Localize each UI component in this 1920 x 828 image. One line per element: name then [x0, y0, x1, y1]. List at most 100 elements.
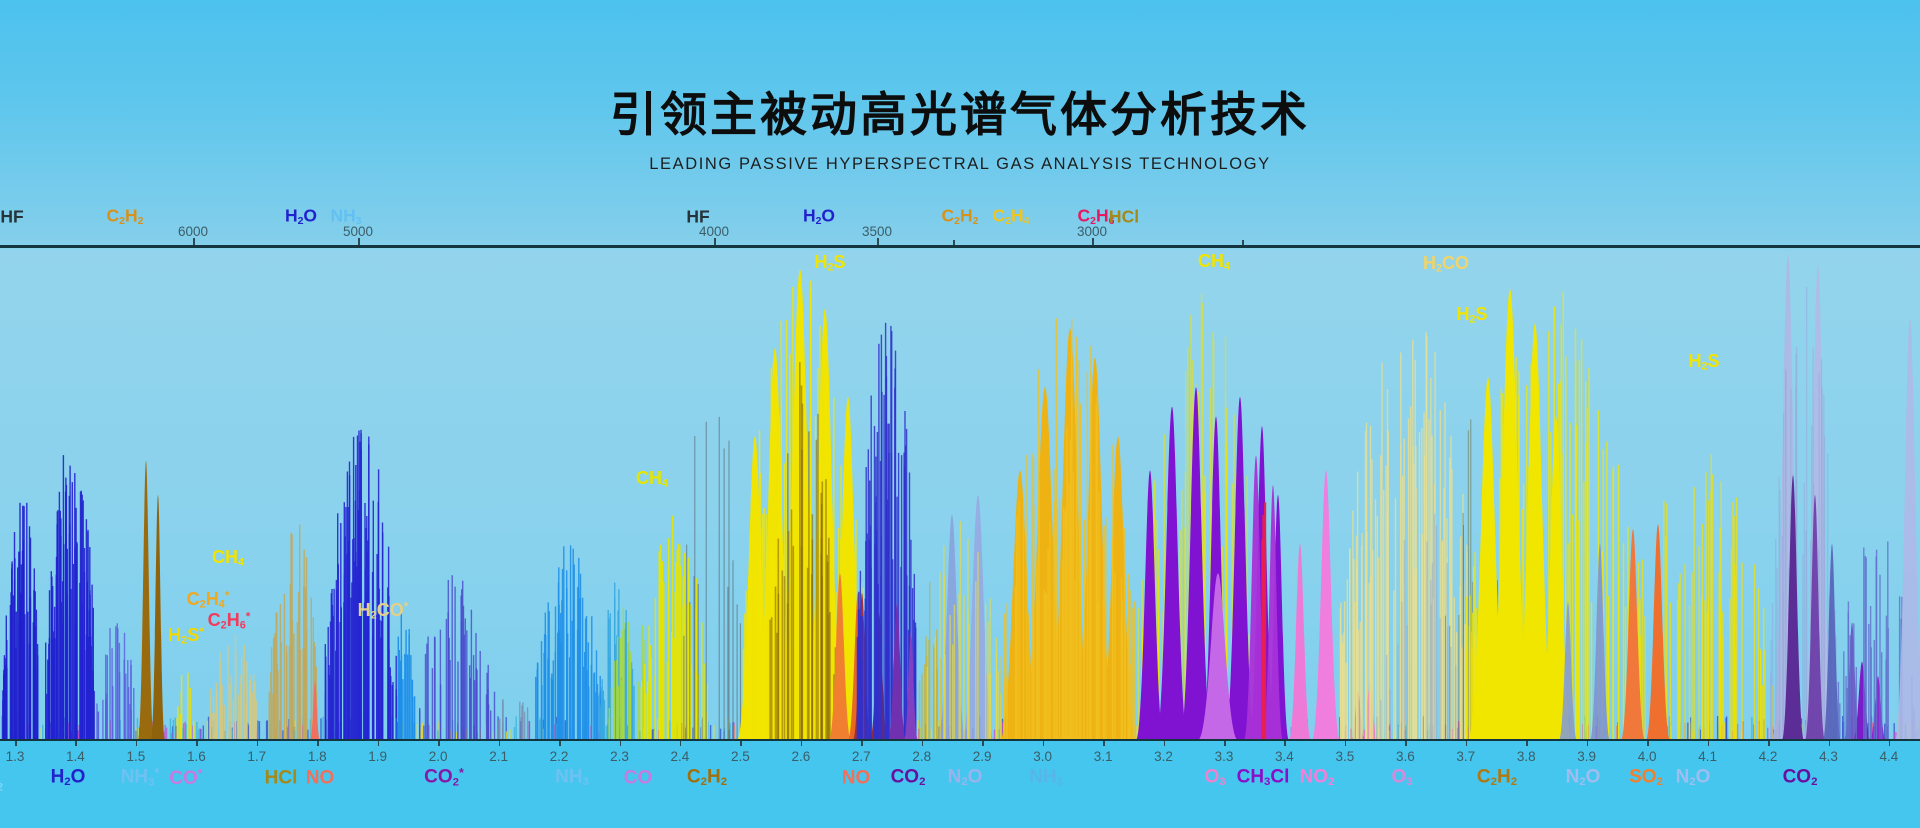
top-axis-tick [1092, 238, 1094, 245]
bottom-gas-label-HCl: HCl [264, 767, 298, 789]
bottom-axis-tick-label: 4.3 [1819, 749, 1838, 764]
bottom-axis-tick [317, 741, 319, 746]
inplot-gas-label-CH4: CH4 [635, 467, 669, 490]
bottom-axis-tick [1405, 741, 1407, 746]
bottom-axis-tick [1586, 741, 1589, 746]
bottom-axis-tick [256, 741, 259, 746]
bottom-axis-tick [135, 741, 138, 746]
bottom-axis-tick-label: 2.2 [549, 749, 569, 764]
bottom-gas-label-NH3*: NH3* [120, 766, 160, 789]
bottom-axis-tick-label: 2.4 [670, 749, 690, 764]
inplot-gas-label-H2CO*: H2CO* [357, 599, 409, 622]
bottom-axis-tick [1888, 741, 1891, 746]
top-gas-label-C2H4: C2H4 [992, 205, 1030, 228]
bottom-axis-tick-label: 4.0 [1637, 749, 1657, 764]
page-subtitle: LEADING PASSIVE HYPERSPECTRAL GAS ANALYS… [649, 155, 1271, 173]
bottom-gas-label-CO2: CO2 [1782, 766, 1818, 789]
top-axis-tick [877, 238, 879, 245]
bottom-gas-label-N2O: N2O [1675, 766, 1711, 789]
bottom-axis-tick-label: 3.0 [1033, 749, 1053, 764]
bottom-axis-tick [619, 741, 621, 746]
bottom-gas-label-C2H2: C2H2 [1476, 766, 1518, 789]
bottom-axis-tick [1768, 741, 1770, 746]
inplot-gas-label-H2S: H2S [814, 251, 846, 274]
inplot-gas-label-C2H6*: C2H6* [207, 609, 251, 632]
bottom-axis-tick [1284, 741, 1286, 746]
bottom-axis-tick-label: 4.2 [1758, 749, 1778, 764]
top-axis-minor-tick [1242, 240, 1244, 245]
bottom-gas-label-SO2: SO2 [1629, 766, 1663, 789]
inplot-gas-label-CH4: CH4 [1197, 250, 1231, 273]
inplot-gas-label-H2CO: H2CO [1422, 252, 1470, 275]
bottom-axis-tick-label: 1.4 [66, 749, 85, 764]
bottom-axis-tick-label: 1.9 [368, 749, 388, 764]
bottom-axis-tick-label: 1.7 [247, 749, 267, 764]
top-axis-line [0, 245, 1920, 248]
bottom-axis-tick-label: 2.6 [791, 749, 811, 764]
bottom-axis-tick-label: 2.9 [972, 749, 992, 764]
bottom-axis-tick [15, 741, 17, 746]
bottom-axis-tick [1647, 741, 1649, 746]
bottom-axis-tick-label: 3.8 [1516, 749, 1536, 764]
bottom-gas-label-NH3: NH3 [555, 766, 589, 789]
bottom-gas-label-CO2*: CO2* [424, 766, 464, 789]
inplot-gas-label-H2S*: H2S* [168, 624, 204, 647]
bottom-gas-label-N2O: N2O [1565, 766, 1601, 789]
bottom-axis-tick-label: 4.4 [1879, 749, 1899, 764]
bottom-gas-label-CO: CO [623, 767, 653, 789]
inplot-gas-label-H2S: H2S [1688, 350, 1720, 373]
bottom-axis-tick [196, 741, 198, 746]
bottom-gas-label-CH3Cl: CH3Cl [1236, 766, 1290, 789]
bottom-axis-tick-label: 4.1 [1698, 749, 1717, 764]
bottom-axis-tick-label: 2.8 [912, 749, 932, 764]
top-axis-tick-label: 4000 [698, 224, 730, 239]
bottom-axis-tick-label: 3.7 [1456, 749, 1476, 764]
top-axis-tick [714, 238, 716, 245]
inplot-gas-label-H2S: H2S [1456, 303, 1488, 326]
bottom-gas-label-NH3: NH3 [1029, 766, 1063, 789]
bottom-gas-label-O3: O3 [1204, 766, 1226, 789]
gas-spectra-bands [1, 254, 1920, 740]
bottom-axis-tick [1163, 741, 1166, 746]
bottom-axis-tick [498, 741, 501, 746]
bottom-axis-tick [679, 741, 682, 746]
bottom-axis-tick [559, 741, 561, 746]
top-axis-tick-label: 5000 [342, 224, 374, 239]
bottom-axis-tick-label: 1.8 [307, 749, 327, 764]
top-axis-tick [358, 238, 360, 245]
bottom-axis-tick-label: 3.3 [1214, 749, 1234, 764]
bottom-axis-tick-label: 3.4 [1275, 749, 1294, 764]
bottom-gas-label-NO: NO [305, 767, 335, 789]
left-edge-partial-label: 2 [0, 781, 4, 794]
bottom-axis-tick-label: 3.2 [1154, 749, 1173, 764]
bottom-axis-tick-label: 2.3 [610, 749, 629, 764]
bottom-axis-tick [982, 741, 984, 746]
bottom-gas-label-NO2: NO2 [1299, 766, 1335, 789]
top-gas-label-H2O: H2O [284, 205, 318, 228]
bottom-axis-tick [1707, 741, 1710, 746]
bottom-axis-tick-label: 3.1 [1093, 749, 1113, 764]
top-axis-minor-tick [953, 240, 955, 245]
bottom-axis-tick-label: 1.5 [126, 749, 146, 764]
top-axis-tick-label: 6000 [177, 224, 209, 239]
bottom-axis-tick [1526, 741, 1528, 746]
bottom-axis-tick [1103, 741, 1105, 746]
top-axis-tick-label: 3000 [1076, 224, 1108, 239]
bottom-gas-label-N2O: N2O [947, 766, 983, 789]
page-title: 引领主被动高光谱气体分析技术 [610, 88, 1310, 141]
bottom-axis-tick [1344, 741, 1347, 746]
bottom-gas-label-CO*: CO* [169, 767, 203, 789]
bottom-gas-label-O3: O3 [1391, 766, 1413, 789]
top-gas-label-C2H2: C2H2 [941, 205, 979, 228]
bottom-axis-line [0, 739, 1920, 741]
bottom-axis-tick [1828, 741, 1830, 746]
bottom-axis-tick [1042, 741, 1045, 746]
top-axis-tick-label: 3500 [861, 224, 893, 239]
bottom-axis-tick-label: 1.3 [5, 749, 25, 764]
inplot-gas-label-C2H4*: C2H4* [186, 588, 230, 611]
bottom-axis-tick [1224, 741, 1226, 746]
bottom-gas-label-H2O: H2O [50, 766, 86, 789]
bottom-axis-tick [75, 741, 77, 746]
top-gas-label-HF: HF [686, 206, 710, 227]
